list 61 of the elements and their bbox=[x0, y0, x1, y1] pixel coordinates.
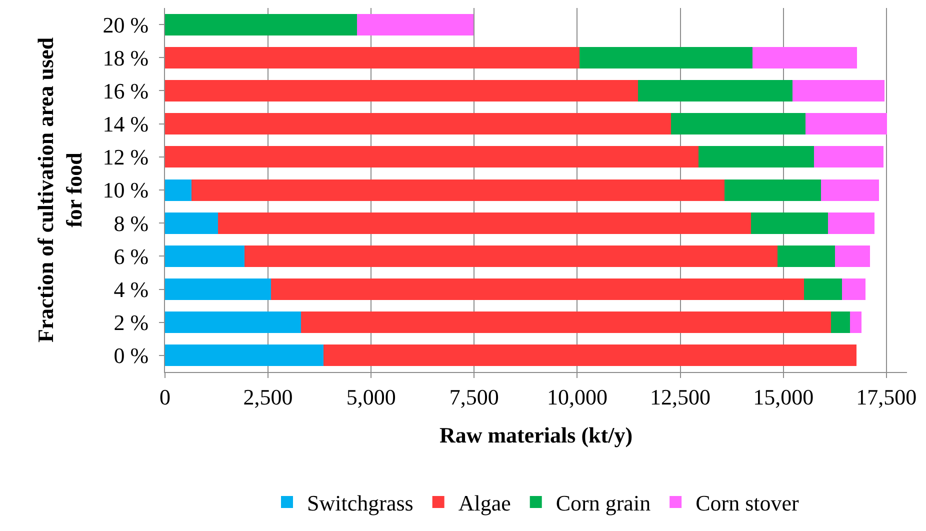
x-tick-label: 12,500 bbox=[650, 384, 711, 410]
y-tick-label: 12 % bbox=[102, 144, 149, 170]
bar bbox=[831, 312, 850, 334]
bar bbox=[792, 80, 885, 102]
bar bbox=[270, 278, 804, 300]
bar bbox=[165, 80, 638, 102]
bar bbox=[301, 312, 832, 334]
x-tick-label: 5,000 bbox=[346, 384, 396, 410]
bar bbox=[804, 278, 842, 300]
bar bbox=[165, 245, 245, 267]
bar bbox=[752, 46, 858, 68]
bar bbox=[165, 212, 218, 234]
bar bbox=[579, 46, 752, 68]
x-tick-label: 0 bbox=[160, 384, 170, 410]
bar bbox=[698, 146, 814, 168]
bar bbox=[814, 146, 884, 168]
bar bbox=[218, 212, 752, 234]
x-axis-title: Raw materials (kt/y) bbox=[439, 422, 633, 448]
bar bbox=[165, 344, 324, 366]
y-tick-label: 18 % bbox=[102, 45, 149, 70]
legend-label: Algae bbox=[458, 490, 511, 516]
bar bbox=[850, 312, 862, 334]
bar bbox=[324, 344, 856, 366]
legend-label: Corn stover bbox=[696, 490, 800, 516]
bar bbox=[165, 146, 698, 168]
y-tick-label: 14 % bbox=[102, 112, 149, 137]
bar bbox=[778, 245, 835, 267]
bar bbox=[165, 312, 302, 334]
bar bbox=[834, 245, 870, 267]
legend-label: Corn grain bbox=[556, 490, 651, 516]
bar bbox=[671, 113, 806, 135]
y-axis-title: Fraction of cultivation area used for food bbox=[32, 37, 87, 343]
bar bbox=[724, 179, 821, 201]
y-tick-label: 6 % bbox=[114, 244, 149, 269]
y-tick-label: 2 % bbox=[114, 310, 149, 336]
y-tick-label: 8 % bbox=[114, 210, 149, 236]
bar bbox=[165, 46, 580, 68]
x-tick-label: 7,500 bbox=[449, 384, 499, 410]
bar bbox=[751, 212, 828, 234]
y-tick-label: 0 % bbox=[114, 343, 149, 368]
x-tick-label: 17,500 bbox=[856, 384, 917, 410]
x-tick-label: 2,500 bbox=[243, 384, 293, 410]
bar bbox=[165, 14, 358, 36]
bar bbox=[191, 179, 724, 201]
bar bbox=[165, 179, 192, 201]
bar bbox=[828, 212, 874, 234]
x-tick-label: 15,000 bbox=[753, 384, 814, 410]
bar bbox=[820, 179, 879, 201]
legend-label: Switchgrass bbox=[307, 490, 414, 516]
y-tick-label: 10 % bbox=[102, 178, 149, 203]
bar bbox=[806, 113, 887, 135]
y-tick-label: 16 % bbox=[102, 78, 149, 104]
bar bbox=[638, 80, 792, 102]
x-tick-label: 10,000 bbox=[546, 384, 608, 410]
bar bbox=[165, 113, 672, 135]
bar bbox=[165, 278, 271, 300]
y-tick-label: 20 % bbox=[102, 12, 149, 38]
y-tick-label: 4 % bbox=[114, 276, 149, 302]
bar bbox=[842, 278, 866, 300]
bar bbox=[244, 245, 778, 267]
bar bbox=[357, 14, 474, 36]
